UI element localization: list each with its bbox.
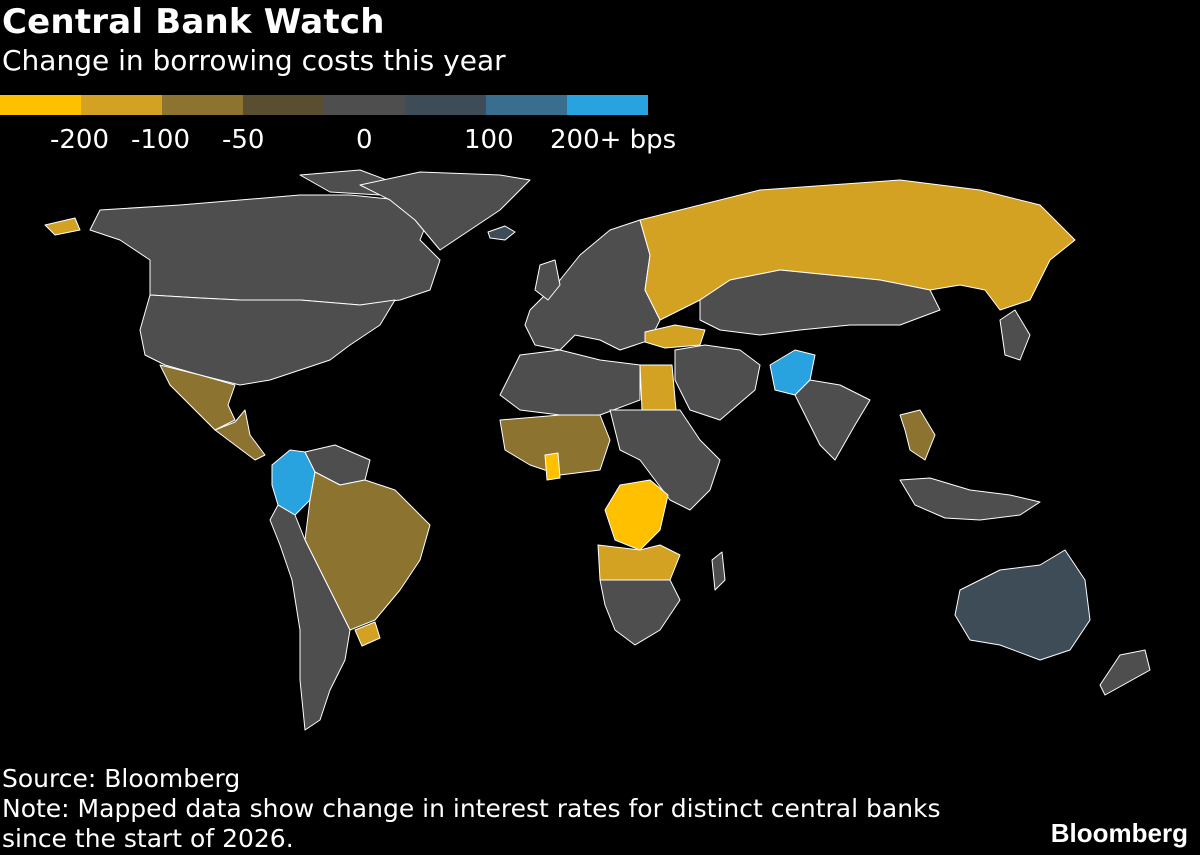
region-greenland [359, 171, 531, 251]
legend-swatch [81, 95, 162, 115]
region-turkey [644, 324, 706, 349]
region-north-africa [499, 349, 641, 416]
region-dr-congo [604, 479, 669, 551]
region-alaska-canada [89, 194, 441, 306]
legend-swatch [324, 95, 405, 115]
region-egypt [639, 364, 677, 411]
legend-swatch [405, 95, 486, 115]
region-russia [639, 179, 1076, 321]
region-west-africa [499, 414, 611, 476]
region-middle-east [674, 344, 761, 421]
legend-swatch [486, 95, 567, 115]
region-ghana [544, 452, 561, 481]
legend-swatch [162, 95, 243, 115]
chart-subtitle: Change in borrowing costs this year [2, 44, 506, 77]
legend-swatch [0, 95, 81, 115]
chart-title: Central Bank Watch [2, 2, 385, 42]
region-thailand [899, 409, 936, 461]
footnote: Note: Mapped data show change in interes… [2, 794, 941, 853]
region-indonesia [899, 477, 1041, 521]
legend-bar [0, 95, 648, 115]
region-uk [534, 259, 561, 301]
bloomberg-logo: Bloomberg [1050, 818, 1188, 848]
region-central-america [214, 409, 266, 461]
region-kazakhstan-mongolia [699, 269, 941, 336]
region-mexico [159, 364, 236, 431]
legend-label: 0 [356, 125, 373, 155]
region-iceland [487, 225, 516, 241]
region-south-america-west [269, 504, 351, 731]
legend-label: -100 [131, 125, 191, 155]
region-australia [954, 549, 1091, 661]
region-new-zealand [1099, 649, 1151, 696]
legend-label: 200+ bps [550, 125, 677, 155]
region-india [794, 379, 871, 461]
region-japan [999, 309, 1031, 361]
region-angola-zambia [597, 544, 681, 586]
region-madagascar [711, 551, 726, 591]
region-east-africa [609, 409, 721, 511]
legend-label: 100 [464, 125, 514, 155]
legend-label: -200 [50, 125, 110, 155]
region-southern-africa [599, 579, 681, 646]
legend-swatch [567, 95, 648, 115]
legend-label: -50 [222, 125, 265, 155]
region-alaska-tip [44, 217, 81, 236]
legend-swatch [243, 95, 324, 115]
legend: -200 -100 -50 0 100 200+ bps [0, 95, 676, 155]
region-united-states [139, 294, 396, 386]
world-map [44, 169, 1151, 731]
region-uruguay [354, 621, 381, 647]
source-note: Source: Bloomberg [2, 764, 241, 793]
